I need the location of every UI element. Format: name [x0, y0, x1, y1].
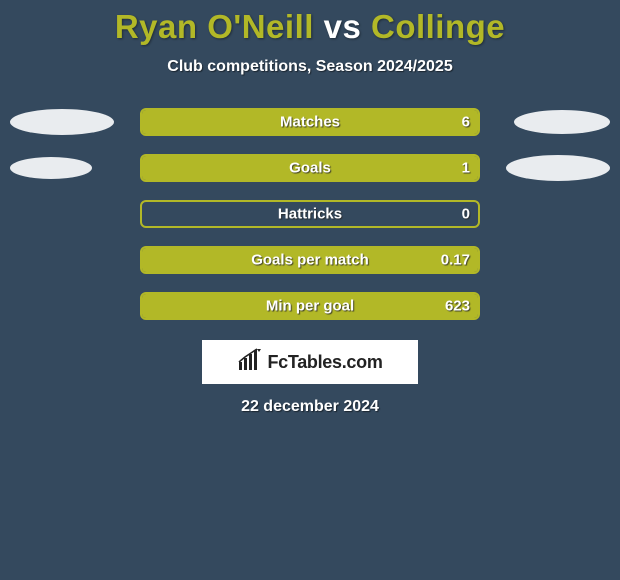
stat-label: Matches	[280, 114, 340, 131]
stat-row: Min per goal 623	[0, 292, 620, 320]
player1-name: Ryan O'Neill	[115, 8, 314, 45]
stat-label: Min per goal	[266, 298, 354, 315]
stat-value: 6	[462, 114, 470, 131]
date-line: 22 december 2024	[0, 398, 620, 416]
stat-rows: Matches 6 Goals 1 Hattricks 0 Goals per match 0…	[0, 108, 620, 320]
stat-bar: Goals per match 0.17	[140, 246, 480, 274]
stat-value: 623	[445, 298, 470, 315]
stat-label: Goals per match	[251, 252, 369, 269]
stat-value: 0	[462, 206, 470, 223]
stat-row: Matches 6	[0, 108, 620, 136]
player-ellipse-left	[10, 109, 114, 135]
stat-value: 0.17	[441, 252, 470, 269]
logo-box: FcTables.com	[202, 340, 418, 384]
subtitle: Club competitions, Season 2024/2025	[0, 58, 620, 76]
stat-label: Hattricks	[278, 206, 342, 223]
stat-value: 1	[462, 160, 470, 177]
comparison-title: Ryan O'Neill vs Collinge	[0, 8, 620, 46]
stat-bar: Goals 1	[140, 154, 480, 182]
stat-row: Hattricks 0	[0, 200, 620, 228]
stats-card: Ryan O'Neill vs Collinge Club competitio…	[0, 0, 620, 416]
logo-text: FcTables.com	[267, 352, 382, 373]
player-ellipse-right	[506, 155, 610, 181]
player-ellipse-left	[10, 157, 92, 179]
stat-row: Goals 1	[0, 154, 620, 182]
stat-bar: Min per goal 623	[140, 292, 480, 320]
stat-bar: Matches 6	[140, 108, 480, 136]
player2-name: Collinge	[371, 8, 505, 45]
stat-bar: Hattricks 0	[140, 200, 480, 228]
stat-label: Goals	[289, 160, 331, 177]
stat-row: Goals per match 0.17	[0, 246, 620, 274]
player-ellipse-right	[514, 110, 610, 134]
chart-icon	[237, 348, 263, 377]
vs-separator: vs	[324, 8, 362, 45]
